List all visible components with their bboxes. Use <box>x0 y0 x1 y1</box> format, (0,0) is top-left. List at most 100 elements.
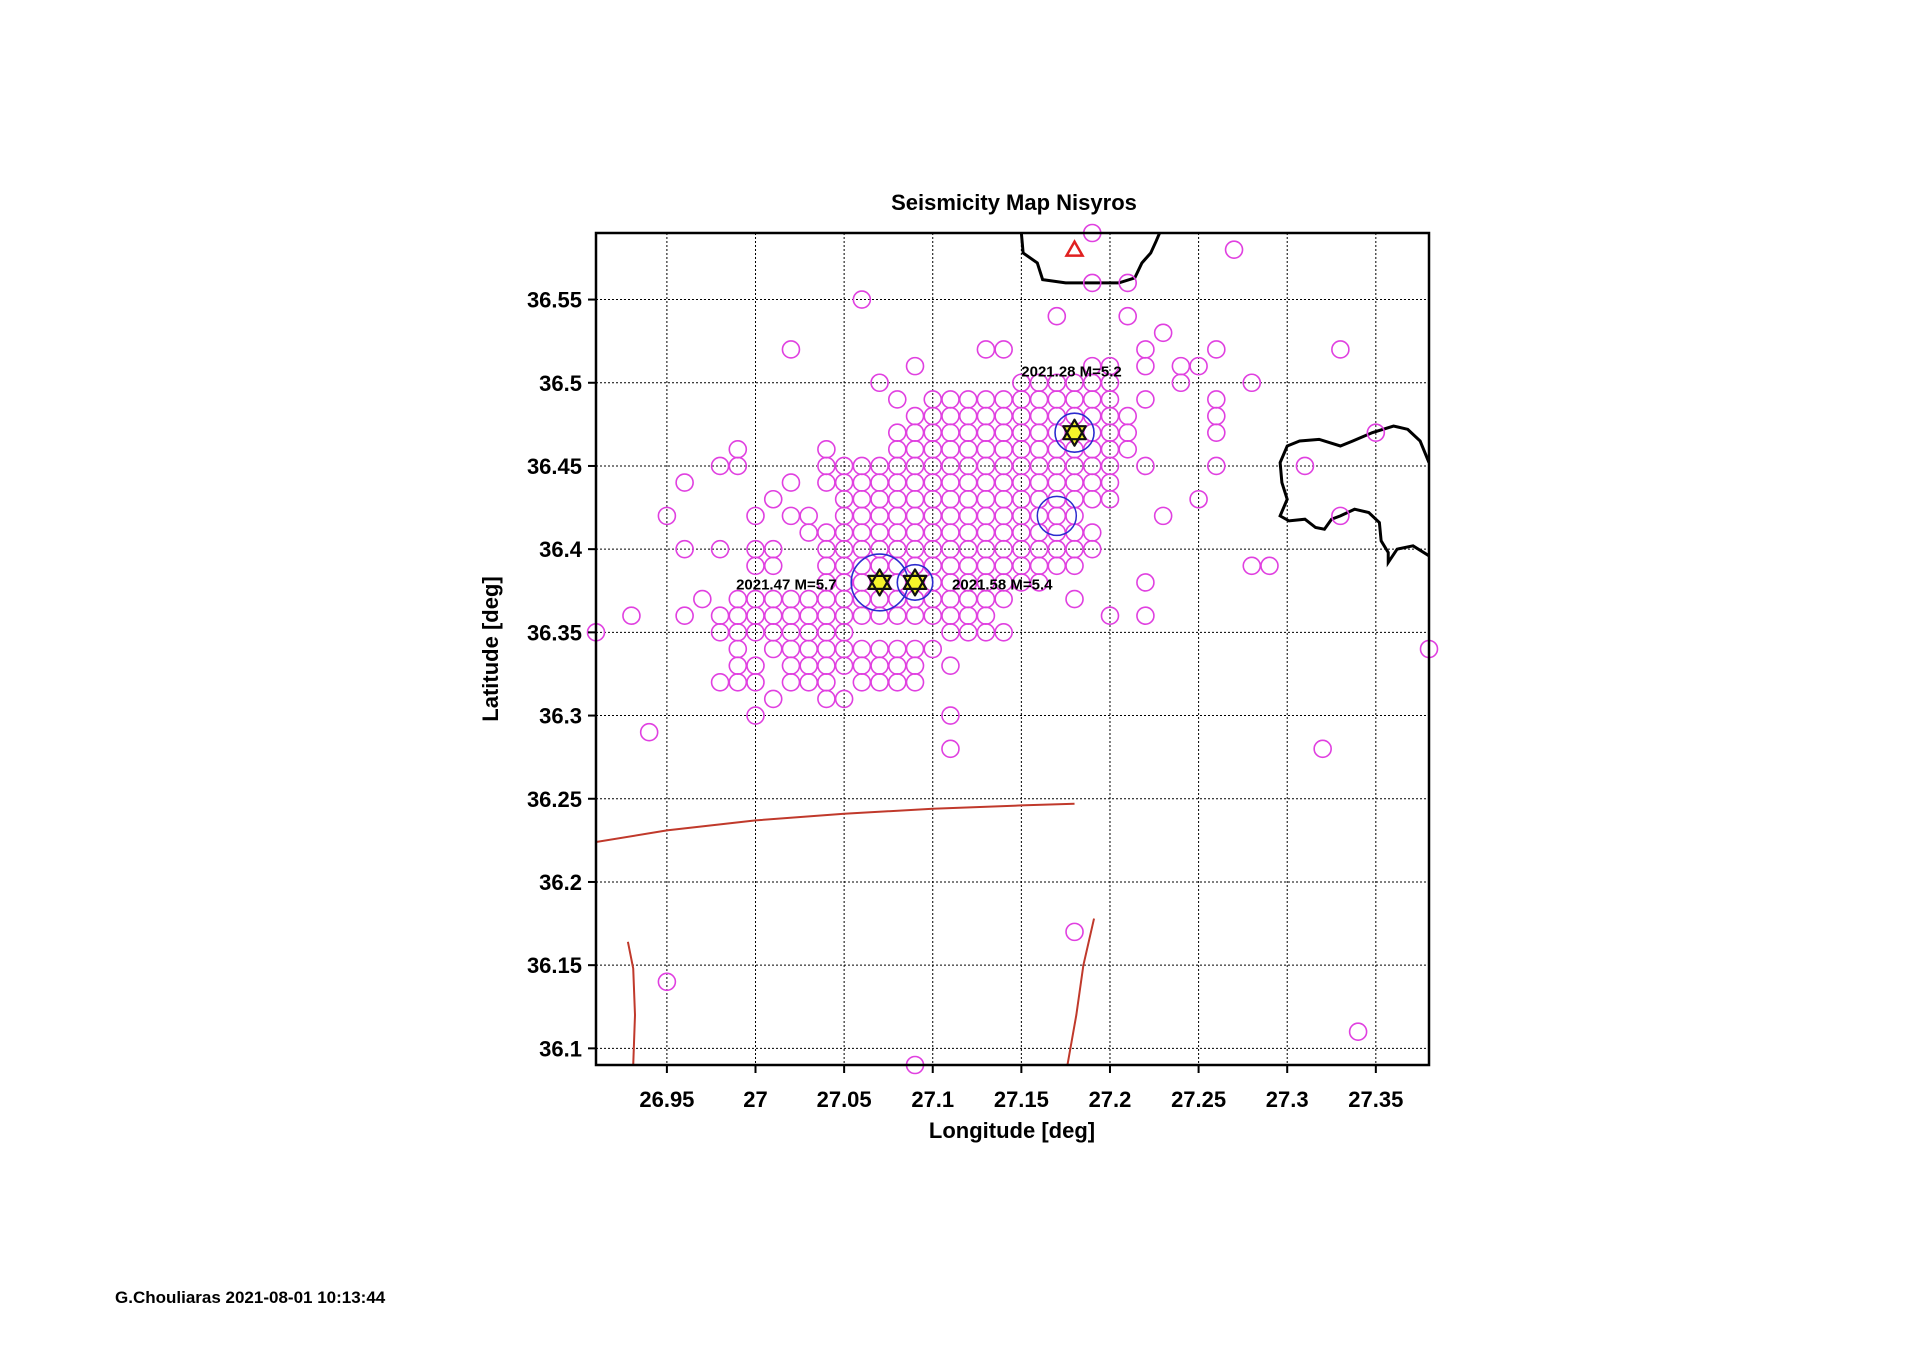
event-marker <box>1100 373 1120 393</box>
x-tick-label: 27 <box>743 1087 767 1112</box>
event-marker <box>887 639 907 659</box>
x-axis-label: Longitude [deg] <box>929 1118 1095 1143</box>
event-marker <box>1118 423 1138 442</box>
event-marker <box>710 672 730 692</box>
event-marker <box>870 489 889 509</box>
event-marker <box>710 606 730 626</box>
event-marker <box>799 656 818 675</box>
event-marker <box>870 656 889 675</box>
event-marker <box>728 672 748 692</box>
event-marker <box>941 739 960 759</box>
event-marker <box>994 340 1013 359</box>
event-marker <box>1118 406 1138 426</box>
event-marker <box>958 523 978 542</box>
event-marker <box>1082 406 1102 426</box>
event-marker <box>994 589 1013 609</box>
event-marker <box>887 473 907 492</box>
event-marker <box>976 606 996 626</box>
event-marker <box>958 440 978 459</box>
x-tick-label: 27.2 <box>1089 1087 1132 1112</box>
event-marker <box>657 972 677 992</box>
fault-lines <box>596 802 1096 1065</box>
event-marker <box>887 656 907 675</box>
event-marker <box>958 556 978 576</box>
event-marker <box>958 606 978 626</box>
station-triangle <box>1064 239 1085 257</box>
event-marker <box>639 722 659 742</box>
chart-title: Seismicity Map Nisyros <box>891 190 1137 215</box>
event-marker <box>746 672 765 692</box>
event-marker <box>976 473 996 492</box>
event-marker <box>887 423 907 442</box>
event-marker <box>728 639 748 659</box>
event-marker <box>941 606 960 626</box>
event-marker <box>1207 456 1226 476</box>
y-tick-label: 36.55 <box>527 288 582 313</box>
event-marker <box>763 556 783 576</box>
event-marker <box>958 489 978 509</box>
event-marker <box>976 556 996 576</box>
axis-ticks: 26.95 27 27.05 27.1 27.15 27.2 27.25 27.3 27.35 3… <box>527 288 1403 1112</box>
fault-line <box>596 802 1075 844</box>
x-tick-label: 26.95 <box>639 1087 694 1112</box>
event-marker <box>1118 440 1138 459</box>
event-marker <box>1207 406 1226 426</box>
event-marker <box>941 423 960 442</box>
event-marker <box>763 639 783 659</box>
event-marker <box>976 340 996 359</box>
event-marker <box>976 523 996 542</box>
event-marker <box>958 423 978 442</box>
event-marker <box>817 656 836 675</box>
event-marker <box>763 489 783 509</box>
x-tick-label: 27.1 <box>911 1087 954 1112</box>
mainshock-star <box>902 568 928 597</box>
event-marker <box>887 672 907 692</box>
event-marker <box>870 373 889 393</box>
event-marker <box>1029 523 1049 542</box>
mainshock-ring <box>1036 495 1078 537</box>
event-marker <box>994 523 1013 542</box>
event-marker <box>852 489 872 509</box>
event-marker <box>746 706 765 725</box>
event-marker <box>1136 340 1155 359</box>
event-marker <box>1153 323 1173 343</box>
event-marker <box>1065 922 1084 942</box>
event-marker <box>941 440 960 459</box>
event-marker <box>675 606 694 626</box>
fault-line <box>626 941 636 1065</box>
y-tick-label: 36.25 <box>527 787 582 812</box>
event-marker <box>905 440 925 459</box>
event-marker <box>1082 473 1102 492</box>
event-marker <box>1348 1022 1368 1042</box>
event-marker <box>1029 423 1049 442</box>
event-marker <box>1047 390 1067 409</box>
event-marker <box>887 390 907 409</box>
event-marker <box>852 656 872 675</box>
event-marker <box>1295 456 1315 476</box>
y-tick-label: 36.45 <box>527 454 582 479</box>
event-marker <box>958 473 978 492</box>
event-marker <box>1065 589 1084 609</box>
event-marker <box>1029 573 1049 592</box>
x-tick-label: 27.15 <box>994 1087 1049 1112</box>
event-marker <box>799 672 818 692</box>
x-tick-label: 27.25 <box>1171 1087 1226 1112</box>
event-marker <box>905 356 925 376</box>
event-marker <box>976 423 996 442</box>
mainshock-markers <box>850 412 1095 612</box>
event-marker <box>834 689 854 709</box>
event-marker <box>958 506 978 526</box>
event-marker <box>781 656 801 675</box>
footer-credit: G.Chouliaras 2021-08-01 10:13:44 <box>115 1288 386 1307</box>
event-marker <box>817 473 836 492</box>
event-marker <box>941 706 960 725</box>
event-marker <box>817 639 836 659</box>
event-marker <box>781 672 801 692</box>
mainshock-label: 2021.28 M=5.2 <box>1021 364 1122 381</box>
event-marker <box>675 539 694 559</box>
mainshock-ring <box>1054 412 1095 453</box>
mainshock-star <box>1062 418 1087 447</box>
event-marker <box>1171 356 1191 376</box>
event-marker <box>1029 506 1049 526</box>
plot-area <box>596 233 1429 1065</box>
